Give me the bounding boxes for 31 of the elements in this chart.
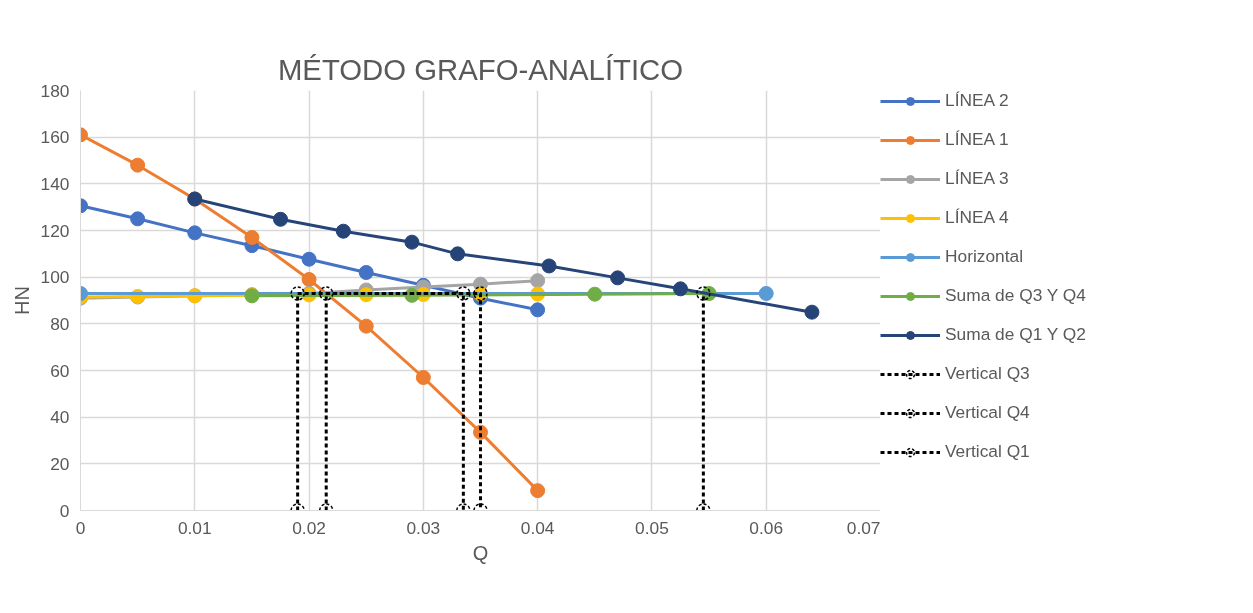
x-tick-label: 0.05 xyxy=(635,517,669,538)
y-tick-label: 20 xyxy=(50,453,70,474)
x-tick-label: 0.07 xyxy=(846,517,881,538)
legend-label: Vertical Q1 xyxy=(945,441,1030,462)
x-tick-label: 0.04 xyxy=(520,517,555,538)
y-tick-label: 100 xyxy=(40,267,70,288)
y-tick-label: 80 xyxy=(50,313,70,334)
legend-label: LÍNEA 4 xyxy=(945,207,1009,228)
x-tick-label: 0.06 xyxy=(749,517,784,538)
x-tick-label: 0.03 xyxy=(406,517,441,538)
y-tick-label: 140 xyxy=(40,173,70,194)
legend-label: LÍNEA 1 xyxy=(945,129,1009,150)
y-tick-label: 160 xyxy=(40,127,70,148)
y-axis-title: HN xyxy=(10,286,33,315)
legend-label: Suma de Q3 Y Q4 xyxy=(945,285,1086,306)
x-axis-title: Q xyxy=(472,541,489,564)
x-tick-label: 0.01 xyxy=(177,517,212,538)
legend-label: Suma de Q1 Y Q2 xyxy=(945,324,1086,345)
legend-label: LÍNEA 3 xyxy=(945,168,1009,189)
y-tick-label: 60 xyxy=(50,360,70,381)
legend-label: Vertical Q3 xyxy=(945,363,1030,384)
legend-label: Vertical Q4 xyxy=(945,402,1030,423)
chart-title: MÉTODO GRAFO-ANALÍTICO xyxy=(277,52,684,86)
legend-label: LÍNEA 2 xyxy=(945,90,1009,111)
y-tick-label: 180 xyxy=(40,80,70,101)
y-tick-label: 120 xyxy=(40,220,70,241)
y-tick-label: 0 xyxy=(59,500,70,521)
x-tick-label: 0.02 xyxy=(292,517,326,538)
x-tick-label: 0 xyxy=(75,517,86,538)
legend-label: Horizontal xyxy=(945,246,1024,267)
y-tick-label: 40 xyxy=(50,407,70,428)
